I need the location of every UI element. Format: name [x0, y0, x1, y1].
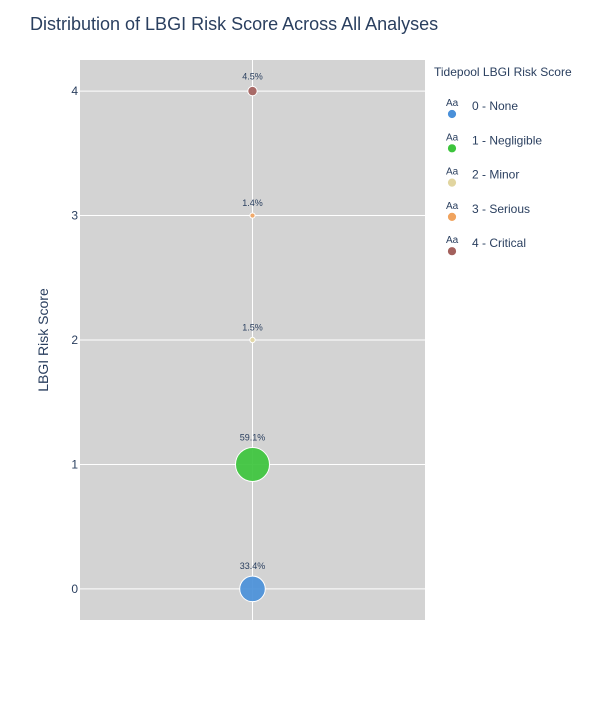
legend-item-3[interactable]: Aa 3 - Serious [446, 201, 530, 222]
data-points [235, 85, 270, 603]
legend-label: 1 - Negligible [472, 133, 542, 147]
legend-item-4[interactable]: Aa 4 - Critical [446, 235, 526, 257]
legend-title: Tidepool LBGI Risk Score [434, 65, 572, 79]
legend-items: Aa 0 - None Aa 1 - Negligible Aa 2 - Minor Aa 3… [446, 98, 542, 257]
legend-item-1[interactable]: Aa 1 - Negligible [446, 132, 542, 154]
legend-item-2[interactable]: Aa 2 - Minor [446, 167, 519, 188]
legend-symbol-text: Aa [446, 98, 459, 109]
y-axis-label: LBGI Risk Score [35, 288, 51, 392]
y-axis-ticks: 0 1 2 3 4 [71, 84, 78, 596]
legend-marker [447, 246, 457, 257]
y-tick-label-1: 1 [71, 457, 78, 471]
legend-symbol-text: Aa [446, 167, 459, 178]
data-point-1 [235, 446, 270, 482]
y-tick-label-0: 0 [71, 582, 78, 596]
legend-marker [447, 177, 457, 188]
y-tick-label-4: 4 [71, 84, 78, 98]
legend-symbol-text: Aa [446, 235, 459, 246]
y-tick-label-2: 2 [71, 333, 78, 347]
legend-symbol-text: Aa [446, 201, 459, 212]
data-label-2: 1.5% [242, 322, 263, 332]
y-tick-label-3: 3 [71, 209, 78, 223]
legend-marker [447, 109, 457, 119]
legend-item-0[interactable]: Aa 0 - None [446, 98, 518, 119]
legend-label: 2 - Minor [472, 168, 519, 182]
legend-label: 0 - None [472, 99, 518, 113]
legend-symbol-text: Aa [446, 132, 459, 143]
data-point-0 [239, 575, 266, 603]
data-label-0: 33.4% [240, 561, 266, 571]
data-point-3 [249, 212, 256, 219]
chart-title: Distribution of LBGI Risk Score Across A… [30, 14, 438, 34]
data-labels: 33.4% 59.1% 1.5% 1.4% 4.5% [240, 71, 266, 571]
data-label-1: 59.1% [240, 432, 266, 442]
legend-marker [447, 211, 457, 222]
legend: Tidepool LBGI Risk Score Aa 0 - None Aa 1 -… [434, 65, 572, 257]
legend-marker [447, 143, 457, 154]
data-point-4 [247, 85, 258, 97]
data-point-2 [249, 336, 256, 344]
legend-label: 3 - Serious [472, 202, 530, 216]
legend-label: 4 - Critical [472, 236, 526, 250]
data-label-4: 4.5% [242, 71, 263, 81]
data-label-3: 1.4% [242, 198, 263, 208]
